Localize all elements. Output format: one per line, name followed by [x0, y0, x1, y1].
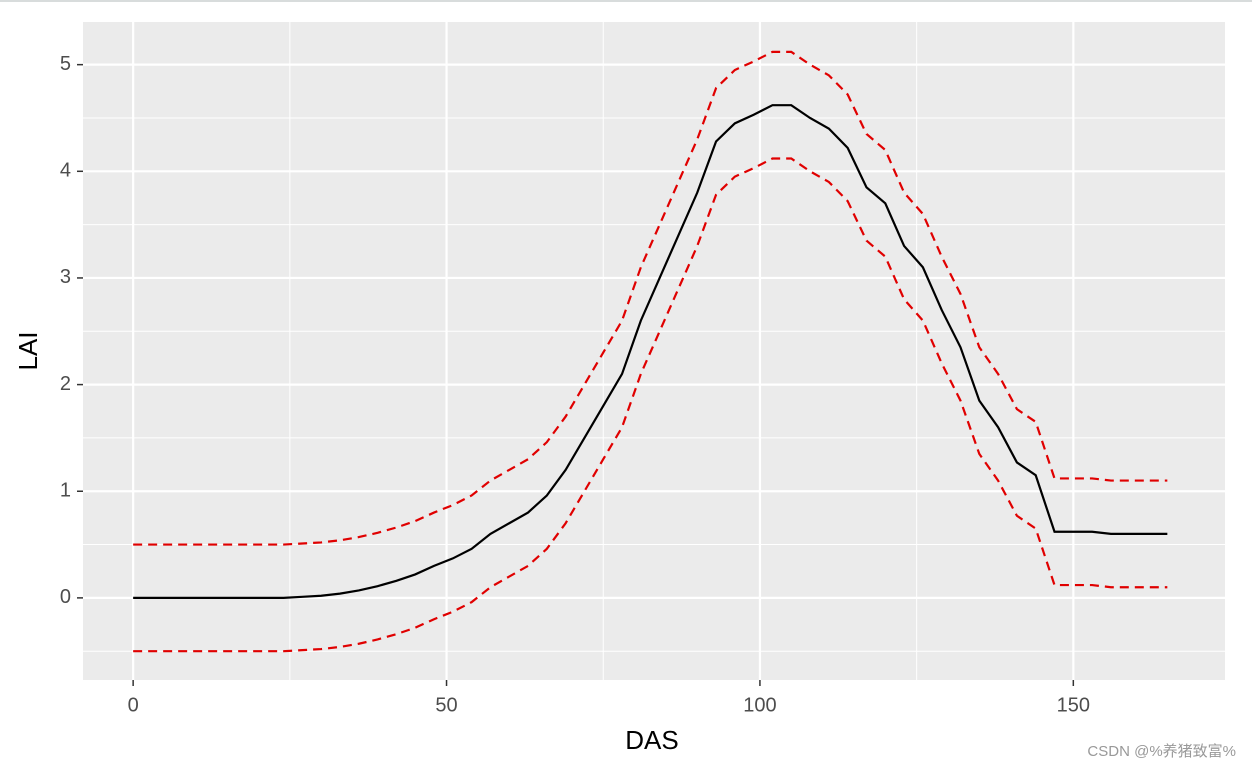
watermark: CSDN @%养猪致富% [1087, 742, 1236, 760]
y-tick-label: 1 [60, 480, 71, 502]
y-tick-label: 2 [60, 373, 71, 395]
y-tick-label: 0 [60, 586, 71, 608]
x-tick-label: 50 [435, 694, 457, 716]
y-tick-label: 5 [60, 53, 71, 75]
x-tick-label: 0 [128, 694, 139, 716]
y-axis-title: LAI [13, 331, 43, 370]
y-tick-label: 4 [60, 160, 71, 182]
data-line [133, 157, 1168, 653]
data-line [133, 50, 1168, 546]
y-tick-label: 3 [60, 266, 71, 288]
plot-panel [83, 22, 1225, 680]
data-line [133, 104, 1168, 599]
x-tick-label: 100 [743, 694, 776, 716]
x-tick-label: 150 [1057, 694, 1090, 716]
x-axis-title: DAS [625, 725, 678, 755]
